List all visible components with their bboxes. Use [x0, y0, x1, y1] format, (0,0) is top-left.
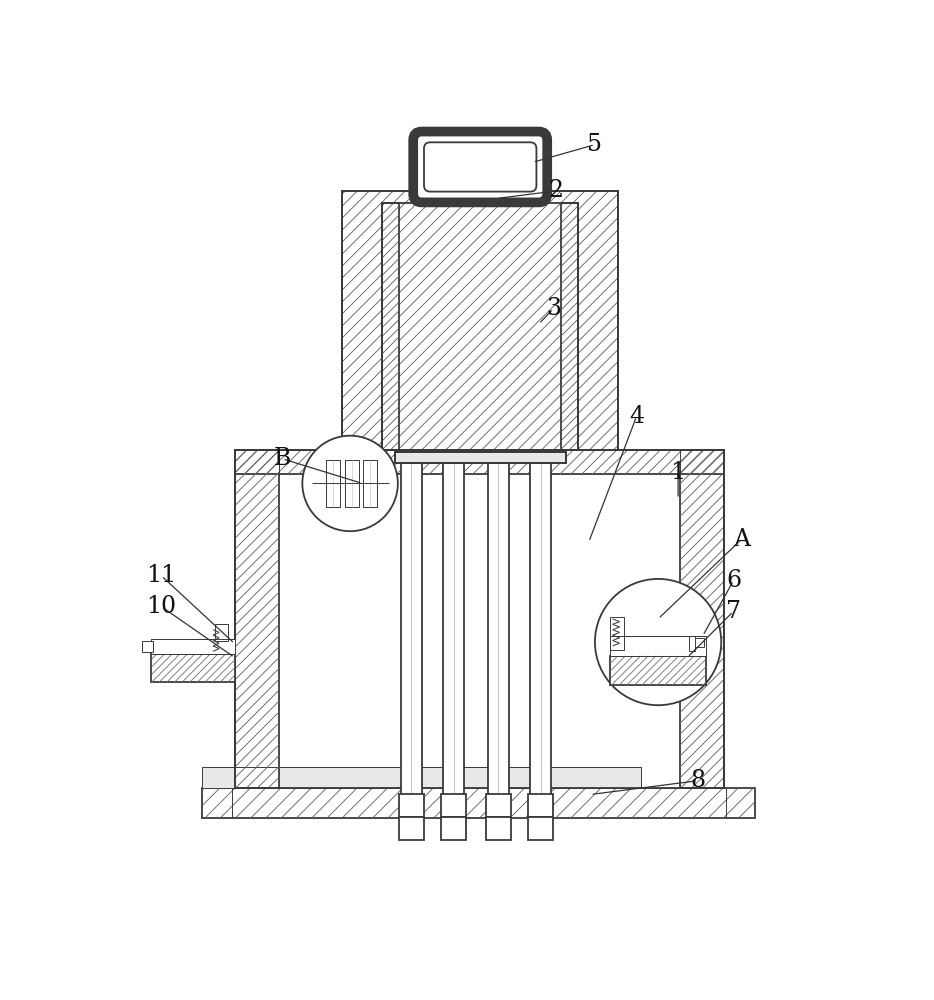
Text: 7: 7 [726, 600, 741, 623]
Bar [382, 203, 578, 450]
Text: 8: 8 [690, 769, 706, 792]
Text: 10: 10 [147, 595, 177, 618]
Bar [441, 794, 466, 817]
Bar [610, 636, 706, 656]
Text: 3: 3 [545, 297, 560, 320]
Bar [531, 463, 551, 822]
Bar [363, 460, 377, 507]
Bar [142, 641, 153, 652]
FancyBboxPatch shape [413, 132, 547, 202]
Bar [234, 450, 724, 788]
Bar [486, 794, 511, 817]
Text: 6: 6 [726, 569, 741, 592]
Bar [488, 463, 509, 822]
Bar [400, 203, 561, 450]
Bar [151, 639, 234, 654]
Circle shape [303, 436, 398, 531]
Bar [279, 474, 680, 788]
Bar [689, 636, 695, 651]
Bar [399, 794, 424, 817]
Bar [528, 794, 553, 817]
Text: 5: 5 [587, 133, 602, 156]
Bar [215, 624, 229, 641]
Bar [528, 817, 553, 840]
Bar [692, 638, 704, 647]
Circle shape [595, 579, 721, 705]
Bar [395, 452, 566, 463]
Bar [561, 203, 578, 450]
Bar [343, 191, 618, 450]
Text: 11: 11 [147, 564, 177, 587]
Bar [486, 817, 511, 840]
Text: B: B [274, 447, 291, 470]
Bar [610, 617, 624, 650]
Bar [151, 654, 234, 682]
Text: 4: 4 [629, 405, 644, 428]
Bar [234, 450, 724, 474]
Bar [680, 450, 724, 788]
Bar [401, 463, 421, 822]
Bar [382, 203, 400, 450]
Bar [203, 788, 755, 818]
Bar [610, 656, 706, 685]
Bar [345, 460, 359, 507]
Bar [203, 767, 641, 788]
Bar [444, 463, 464, 822]
Bar [234, 450, 279, 788]
Text: 1: 1 [671, 461, 686, 484]
Bar [395, 452, 566, 463]
Bar [399, 817, 424, 840]
Text: A: A [733, 528, 750, 551]
Text: 2: 2 [549, 179, 564, 202]
Bar [441, 817, 466, 840]
Bar [326, 460, 340, 507]
Bar [343, 191, 618, 450]
